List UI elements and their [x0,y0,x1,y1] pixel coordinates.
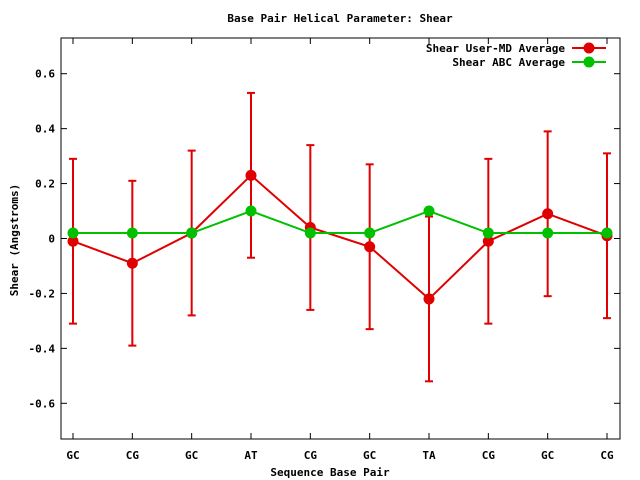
data-point [423,293,435,305]
data-point [126,257,138,269]
data-point [482,235,494,247]
x-tick-label: AT [244,449,258,462]
data-point [542,227,554,239]
series-2 [67,205,613,239]
data-point [245,169,257,181]
y-tick-label: -0.2 [29,287,56,300]
data-point [67,227,79,239]
x-tick-label: CG [482,449,496,462]
data-point [482,227,494,239]
data-point [126,227,138,239]
x-tick-label: CG [600,449,614,462]
y-tick-label: -0.4 [29,342,56,355]
data-point [304,227,316,239]
data-point [423,205,435,217]
legend-marker [583,56,595,68]
y-tick-label: 0.6 [35,68,55,81]
x-tick-label: TA [422,449,436,462]
legend-label: Shear ABC Average [452,56,565,69]
x-tick-label: CG [126,449,140,462]
y-tick-label: 0.4 [35,123,55,136]
y-axis-label: Shear (Angstroms) [8,184,21,297]
series-1 [67,91,613,383]
series-line [73,209,607,235]
data-point [364,227,376,239]
y-tick-label: 0.2 [35,178,55,191]
y-tick-label: 0 [48,233,55,246]
x-axis-label: Sequence Base Pair [270,466,390,479]
series-line [72,173,608,301]
data-point [245,205,257,217]
legend-label: Shear User-MD Average [426,42,565,55]
data-point [601,227,613,239]
data-point [364,241,376,253]
axis-ticks: -0.6 -0.4 -0.2 0 0.2 0.4 0.6 GC CG GC AT CG GC TA CG GC… [29,38,620,462]
legend-marker [583,42,595,54]
plot-frame [60,37,621,440]
x-tick-label: GC [185,449,198,462]
x-tick-label: GC [541,449,554,462]
data-point [67,235,79,247]
chart-title: Base Pair Helical Parameter: Shear [227,12,453,25]
x-tick-label: GC [363,449,376,462]
data-series [67,91,613,383]
data-point [186,227,198,239]
data-point [542,208,554,220]
x-tick-label: CG [304,449,318,462]
y-tick-label: -0.6 [29,397,56,410]
x-tick-label: GC [66,449,79,462]
